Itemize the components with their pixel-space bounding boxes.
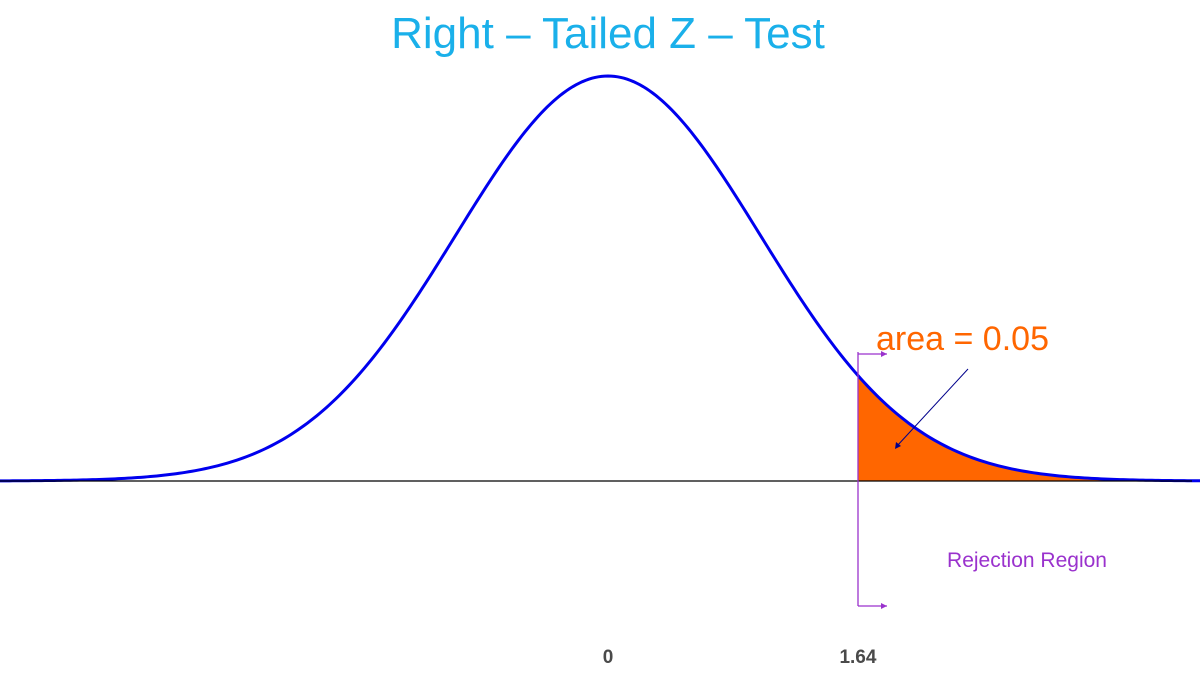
x-tick-label-1: 1.64 (839, 647, 876, 668)
rejection-region-bracket (857, 351, 887, 609)
rejection-region-fill (857, 375, 1200, 481)
density-curve (0, 74, 1200, 483)
x-tick-label-0: 0 (603, 647, 614, 668)
chart-title: Right – Tailed Z – Test (391, 9, 825, 58)
area-label: area = 0.05 (876, 320, 1049, 358)
area-pointer (895, 368, 969, 449)
rejection-region-label: Rejection Region (947, 549, 1107, 572)
